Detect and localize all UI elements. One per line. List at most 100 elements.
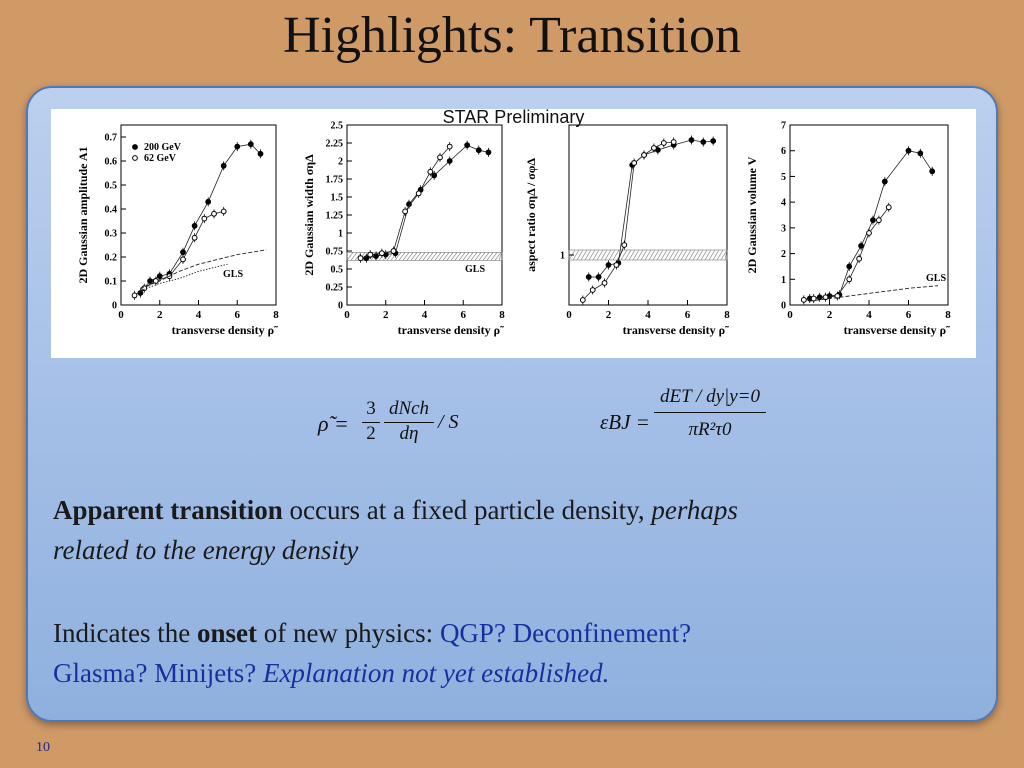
gls-annotation-3: GLS bbox=[926, 273, 946, 284]
data-point-3-0 bbox=[905, 147, 912, 154]
y-tick-label-3: 3 bbox=[781, 223, 786, 234]
y-tick-label-1: 2 bbox=[338, 157, 343, 168]
band-hatch-1 bbox=[478, 252, 486, 261]
data-point-0-0 bbox=[147, 278, 153, 284]
eps-num: dET / dy|y=0 bbox=[659, 386, 761, 407]
data-point-1-0 bbox=[485, 149, 492, 156]
text-glasma: Glasma? Minijets? bbox=[53, 658, 263, 688]
band-hatch-1 bbox=[422, 252, 430, 261]
data-point-3-1 bbox=[875, 217, 882, 224]
band-hatch-2 bbox=[680, 249, 688, 261]
data-point-2-0 bbox=[688, 137, 695, 143]
data-point-1-1 bbox=[390, 248, 397, 254]
data-point-0-0 bbox=[191, 222, 198, 229]
italic-perhaps: perhaps bbox=[651, 495, 738, 525]
band-hatch-2 bbox=[600, 249, 608, 261]
y-tick-label-0: 0.7 bbox=[105, 133, 118, 144]
data-point-0-1 bbox=[180, 256, 186, 263]
band-hatch-2 bbox=[660, 249, 668, 261]
data-point-1-0 bbox=[446, 158, 453, 164]
band-hatch-1 bbox=[354, 252, 362, 261]
text-qgp: QGP? Deconfinement? bbox=[439, 618, 692, 648]
band-hatch-1 bbox=[350, 252, 358, 261]
x-tick-label-3: 6 bbox=[906, 309, 912, 321]
data-point-0-0 bbox=[220, 162, 227, 169]
band-hatch-1 bbox=[498, 252, 503, 261]
data-point-3-1 bbox=[834, 293, 841, 299]
data-point-3-1 bbox=[885, 204, 892, 211]
data-point-3-0 bbox=[846, 263, 853, 270]
band-hatch-1 bbox=[398, 252, 406, 261]
band-hatch-1 bbox=[402, 252, 410, 261]
band-hatch-1 bbox=[434, 252, 442, 261]
data-point-2-1 bbox=[660, 140, 667, 146]
band-hatch-1 bbox=[462, 252, 470, 261]
data-point-1-1 bbox=[357, 255, 364, 262]
band-hatch-2 bbox=[612, 249, 620, 261]
data-point-1-0 bbox=[431, 172, 438, 179]
series-line-3-1 bbox=[803, 207, 890, 301]
x-tick-label-2: 2 bbox=[606, 309, 612, 321]
data-point-2-0 bbox=[700, 139, 707, 145]
gls-annotation-0: GLS bbox=[223, 269, 243, 280]
band-hatch-2 bbox=[720, 249, 728, 261]
x-tick-label-0: 4 bbox=[196, 309, 202, 321]
x-tick-label-1: 8 bbox=[499, 309, 505, 321]
data-point-2-1 bbox=[621, 242, 628, 248]
band-hatch-2 bbox=[608, 249, 616, 261]
data-point-1-1 bbox=[427, 168, 434, 175]
bold-onset: onset bbox=[196, 618, 257, 648]
x-tick-label-2: 6 bbox=[685, 309, 691, 321]
data-point-3-0 bbox=[858, 242, 864, 249]
data-point-3-1 bbox=[800, 296, 807, 303]
data-point-2-0 bbox=[595, 274, 602, 280]
band-hatch-2 bbox=[640, 249, 648, 261]
star-figure: 0 2 4 6 8 0 0.1 0.2 0.3 0.4 0.5 0.6 0.7 transverse de… bbox=[51, 107, 976, 358]
band-hatch-2 bbox=[664, 249, 672, 261]
data-point-3-1 bbox=[856, 255, 863, 262]
italic-explanation: Explanation not yet established. bbox=[262, 658, 610, 688]
y-tick-label-0: 0.2 bbox=[105, 253, 118, 264]
x-tick-label-1: 4 bbox=[422, 309, 428, 321]
band-hatch-2 bbox=[620, 249, 628, 261]
band-hatch-1 bbox=[346, 252, 354, 261]
series-line-2-1 bbox=[582, 141, 674, 301]
x-tick-label-0: 6 bbox=[235, 309, 241, 321]
x-tick-label-2: 0 bbox=[566, 309, 572, 321]
plot-frame-3 bbox=[789, 124, 949, 306]
rho-formula: ρ̃ = 3 2 dNch dη / S bbox=[318, 398, 468, 458]
data-point-3-1 bbox=[846, 276, 853, 283]
band-hatch-1 bbox=[418, 252, 426, 261]
data-point-2-1 bbox=[601, 280, 608, 286]
data-point-2-1 bbox=[641, 152, 647, 158]
series-line-0-2 bbox=[140, 249, 267, 289]
series-line-3-0 bbox=[809, 150, 933, 299]
band-hatch-2 bbox=[724, 249, 728, 261]
band-hatch-1 bbox=[494, 252, 502, 261]
x-tick-label-0: 2 bbox=[157, 309, 163, 321]
italic-energy-density: related to the energy density bbox=[53, 535, 359, 565]
band-hatch-2 bbox=[592, 249, 600, 261]
y-axis-label-1: 2D Gaussian width σηΔ bbox=[302, 154, 316, 276]
data-point-3-1 bbox=[866, 230, 872, 236]
band-hatch-2 bbox=[692, 249, 700, 261]
band-hatch-1 bbox=[430, 252, 438, 261]
band-hatch-2 bbox=[584, 249, 592, 261]
data-point-0-1 bbox=[131, 292, 138, 299]
band-hatch-2 bbox=[588, 249, 596, 261]
rho-num-b: dNch bbox=[388, 398, 430, 419]
y-tick-label-1: 1.5 bbox=[331, 193, 344, 204]
x-tick-label-1: 0 bbox=[344, 309, 350, 321]
x-axis-label-3: transverse density ρ̃ bbox=[844, 323, 950, 337]
paragraph-transition: Apparent transition occurs at a fixed pa… bbox=[53, 490, 983, 570]
band-hatch-2 bbox=[672, 249, 680, 261]
y-tick-label-3: 6 bbox=[781, 146, 786, 157]
paragraph-onset: Indicates the onset of new physics: QGP?… bbox=[53, 613, 983, 693]
band-hatch-1 bbox=[410, 252, 418, 261]
band-hatch-2 bbox=[636, 249, 644, 261]
band-hatch-1 bbox=[490, 252, 498, 261]
data-point-0-0 bbox=[180, 249, 186, 256]
band-hatch-1 bbox=[446, 252, 454, 261]
band-hatch-1 bbox=[466, 252, 474, 261]
y-tick-label-3: 0 bbox=[781, 301, 786, 312]
